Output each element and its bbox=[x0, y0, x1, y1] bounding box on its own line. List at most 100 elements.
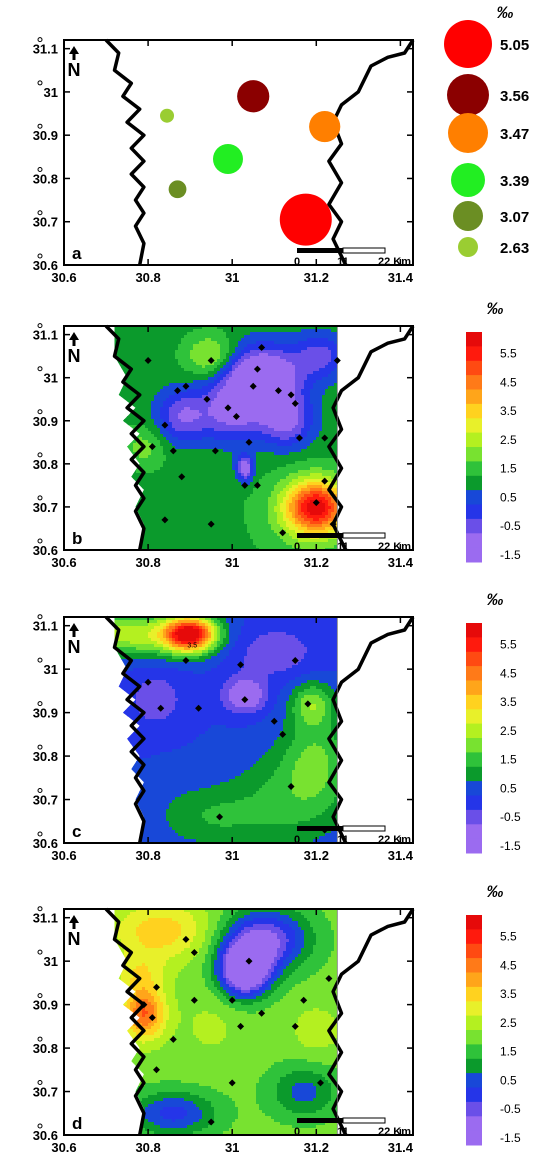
contour-cell bbox=[268, 347, 272, 351]
contour-cell bbox=[247, 356, 251, 360]
contour-cell bbox=[238, 344, 242, 348]
contour-cell bbox=[136, 458, 140, 462]
contour-cell bbox=[187, 461, 191, 465]
contour-cell bbox=[145, 377, 149, 381]
contour-cell bbox=[262, 425, 266, 429]
contour-cell bbox=[310, 419, 314, 423]
contour-cell bbox=[244, 509, 248, 513]
contour-cell bbox=[114, 479, 116, 483]
contour-cell bbox=[310, 413, 314, 417]
contour-cell bbox=[187, 374, 191, 378]
contour-cell bbox=[298, 494, 302, 498]
contour-cell bbox=[241, 425, 245, 429]
y-tick-label: 30.7 bbox=[33, 215, 58, 230]
contour-cell bbox=[304, 386, 308, 390]
contour-cell bbox=[229, 338, 233, 342]
contour-cell bbox=[193, 383, 197, 387]
contour-cell bbox=[283, 437, 287, 441]
contour-cell bbox=[205, 326, 209, 330]
contour-cell bbox=[322, 332, 326, 336]
contour-cell bbox=[196, 488, 200, 492]
contour-cell bbox=[187, 359, 191, 363]
contour-cell bbox=[193, 386, 197, 390]
contour-cell bbox=[217, 350, 221, 354]
contour-cell bbox=[232, 467, 236, 471]
contour-cell bbox=[319, 434, 323, 438]
contour-cell bbox=[292, 464, 296, 468]
contour-cell bbox=[298, 407, 302, 411]
contour-cell bbox=[106, 446, 109, 449]
contour-cell bbox=[151, 449, 155, 453]
contour-cell bbox=[130, 347, 134, 351]
contour-cell bbox=[325, 335, 329, 339]
contour-cell bbox=[205, 449, 209, 453]
contour-cell bbox=[253, 356, 257, 360]
contour-cell bbox=[286, 410, 290, 414]
contour-cell bbox=[190, 470, 194, 474]
contour-cell bbox=[190, 440, 194, 444]
contour-cell bbox=[184, 392, 188, 396]
contour-cell bbox=[319, 488, 323, 492]
contour-cell bbox=[232, 410, 236, 414]
contour-cell bbox=[325, 353, 329, 357]
contour-cell bbox=[154, 392, 158, 396]
contour-cell bbox=[325, 368, 329, 372]
contour-cell bbox=[109, 422, 112, 425]
contour-cell bbox=[172, 329, 176, 333]
contour-cell bbox=[163, 509, 167, 513]
contour-cell bbox=[328, 326, 332, 330]
contour-cell bbox=[265, 506, 269, 510]
contour-cell bbox=[115, 419, 119, 423]
contour-cell bbox=[244, 503, 248, 507]
contour-cell bbox=[199, 428, 203, 432]
contour-cell bbox=[250, 422, 254, 426]
contour-cell bbox=[160, 446, 164, 450]
contour-cell bbox=[274, 425, 278, 429]
contour-cell bbox=[331, 419, 335, 423]
contour-cell bbox=[256, 404, 260, 408]
contour-cell bbox=[205, 329, 209, 333]
contour-cell bbox=[298, 449, 302, 453]
contour-cell bbox=[274, 458, 278, 462]
contour-cell bbox=[259, 443, 263, 447]
contour-cell bbox=[319, 395, 323, 399]
contour-cell bbox=[295, 389, 299, 393]
contour-cell bbox=[256, 452, 260, 456]
contour-cell bbox=[196, 422, 200, 426]
contour-cell bbox=[166, 440, 170, 444]
contour-cell bbox=[268, 491, 272, 495]
contour-cell bbox=[298, 401, 302, 405]
contour-cell bbox=[319, 386, 323, 390]
contour-cell bbox=[223, 461, 227, 465]
contour-cell bbox=[166, 455, 170, 459]
contour-cell bbox=[208, 506, 212, 510]
contour-cell bbox=[244, 416, 248, 420]
contour-cell bbox=[334, 389, 338, 393]
contour-cell bbox=[301, 503, 305, 507]
contour-cell bbox=[196, 398, 200, 402]
contour-cell bbox=[118, 446, 122, 450]
contour-cell bbox=[232, 428, 236, 432]
contour-cell bbox=[325, 491, 329, 495]
contour-cell bbox=[334, 383, 338, 387]
contour-cell bbox=[133, 371, 137, 375]
contour-cell bbox=[322, 428, 326, 432]
contour-cell bbox=[331, 467, 335, 471]
contour-cell bbox=[340, 497, 343, 500]
contour-cell bbox=[154, 326, 158, 330]
contour-cell bbox=[259, 389, 263, 393]
contour-cell bbox=[253, 365, 257, 369]
contour-cell bbox=[178, 407, 182, 411]
contour-cell bbox=[298, 461, 302, 465]
contour-cell bbox=[139, 437, 143, 441]
contour-cell bbox=[238, 413, 242, 417]
contour-cell bbox=[190, 338, 194, 342]
contour-cell bbox=[211, 497, 215, 501]
contour-cell bbox=[250, 425, 254, 429]
contour-cell bbox=[133, 356, 137, 360]
contour-cell bbox=[160, 386, 164, 390]
contour-cell bbox=[130, 335, 134, 339]
contour-cell bbox=[271, 482, 275, 486]
contour-cell bbox=[229, 470, 233, 474]
contour-cell bbox=[196, 497, 200, 501]
